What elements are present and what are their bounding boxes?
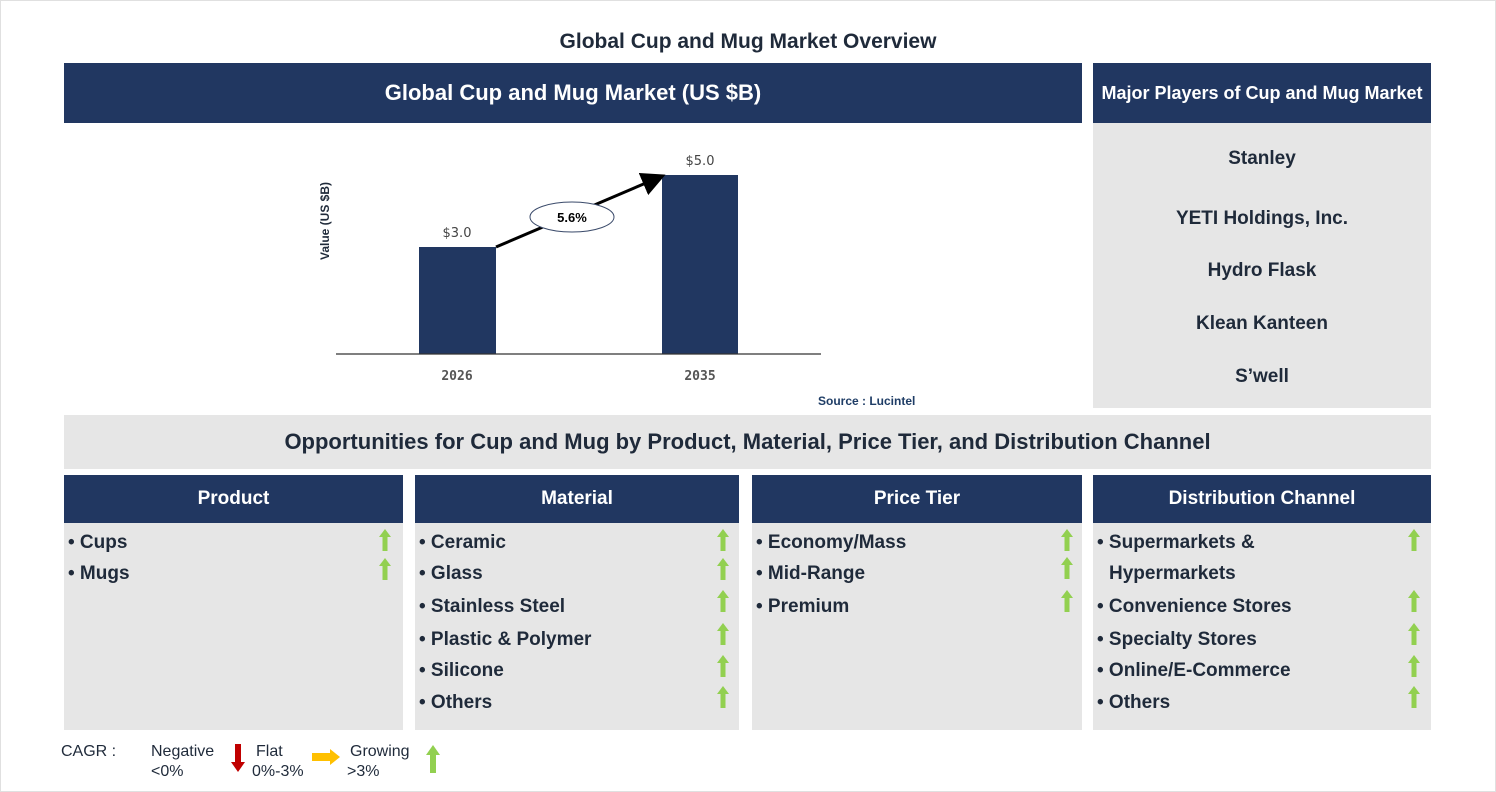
legend-growing-name: Growing [350, 743, 410, 760]
bar-value-label-2026: $3.0 [443, 226, 472, 241]
x-tick-2026: 2026 [441, 369, 472, 384]
growing-arrow-icon [717, 590, 729, 612]
x-tick-2035: 2035 [684, 369, 715, 384]
list-item: • Glass [419, 563, 483, 584]
player-item: Hydro Flask [1207, 260, 1317, 281]
list-item: • Mugs [68, 563, 130, 584]
list-item: • Ceramic [419, 532, 506, 553]
growing-arrow-icon [379, 529, 391, 551]
player-item: Klean Kanteen [1196, 313, 1328, 334]
list-item: • Stainless Steel [419, 596, 566, 617]
players-header: Major Players of Cup and Mug Market [1093, 63, 1431, 123]
growing-arrow-icon [717, 655, 729, 677]
list-item: • Plastic & Polymer [419, 629, 592, 650]
growing-arrow-icon [717, 686, 729, 708]
player-item: S’well [1235, 366, 1289, 387]
bar-2026 [419, 247, 496, 354]
flat-arrow-icon [312, 749, 340, 765]
growing-arrow-icon [717, 558, 729, 580]
growing-arrow-icon [717, 529, 729, 551]
player-item: YETI Holdings, Inc. [1175, 208, 1349, 229]
list-item: • Online/E-Commerce [1097, 660, 1291, 681]
opportunities-title: Opportunities for Cup and Mug by Product… [64, 415, 1431, 469]
legend-negative-range: <0% [151, 763, 184, 780]
column-header-price-tier: Price Tier [752, 475, 1082, 523]
growing-arrow-icon [1408, 623, 1420, 645]
legend-flat-name: Flat [256, 743, 283, 760]
column-distribution-channel: • Supermarkets & Hypermarkets • Convenie… [1093, 523, 1431, 730]
legend-flat-range: 0%-3% [252, 763, 304, 780]
list-item: • Economy/Mass [756, 532, 907, 553]
list-item: • Cups [68, 532, 128, 553]
list-item: • Silicone [419, 660, 504, 681]
list-item-continuation: Hypermarkets [1109, 563, 1236, 584]
players-list: Stanley YETI Holdings, Inc. Hydro Flask … [1093, 123, 1431, 408]
column-material: • Ceramic • Glass • Stainless Steel • Pl… [415, 523, 739, 730]
chart-panel-header: Global Cup and Mug Market (US $B) [64, 63, 1082, 123]
cagr-value: 5.6% [557, 210, 587, 225]
bar-chart: Value (US $B) $3.0 $5.0 2026 2035 5.6% [318, 154, 821, 384]
legend-negative-name: Negative [151, 743, 215, 760]
bar-2035 [662, 175, 738, 354]
page-title: Global Cup and Mug Market Overview [559, 30, 937, 53]
list-item: • Others [419, 692, 493, 713]
player-item: Stanley [1228, 148, 1296, 169]
source-note: Source : Lucintel [818, 394, 916, 408]
growing-arrow-icon [1061, 529, 1073, 551]
column-header-material: Material [415, 475, 739, 523]
bar-value-label-2035: $5.0 [686, 154, 715, 169]
growing-arrow-icon [1408, 529, 1420, 551]
list-item: • Premium [756, 596, 850, 617]
list-item: • Specialty Stores [1097, 629, 1257, 650]
list-item: • Others [1097, 692, 1171, 713]
growing-arrow-icon [1061, 557, 1073, 579]
list-item: • Convenience Stores [1097, 596, 1292, 617]
list-item: • Supermarkets & [1097, 532, 1255, 553]
legend-growing-range: >3% [347, 763, 380, 780]
growing-arrow-icon [426, 745, 440, 773]
list-item: • Mid-Range [756, 563, 866, 584]
column-product: • Cups • Mugs [64, 523, 403, 730]
growing-arrow-icon [717, 623, 729, 645]
column-header-distribution-channel: Distribution Channel [1093, 475, 1431, 523]
growing-arrow-icon [1408, 590, 1420, 612]
legend-cagr-label: CAGR : [61, 743, 117, 760]
negative-arrow-icon [231, 744, 245, 772]
growing-arrow-icon [379, 558, 391, 580]
cagr-ellipse [529, 201, 615, 233]
growing-arrow-icon [1408, 655, 1420, 677]
y-axis-label: Value (US $B) [318, 182, 332, 260]
column-price-tier: • Economy/Mass • Mid-Range • Premium [752, 523, 1082, 730]
column-header-product: Product [64, 475, 403, 523]
growing-arrow-icon [1408, 686, 1420, 708]
growing-arrow-icon [1061, 590, 1073, 612]
